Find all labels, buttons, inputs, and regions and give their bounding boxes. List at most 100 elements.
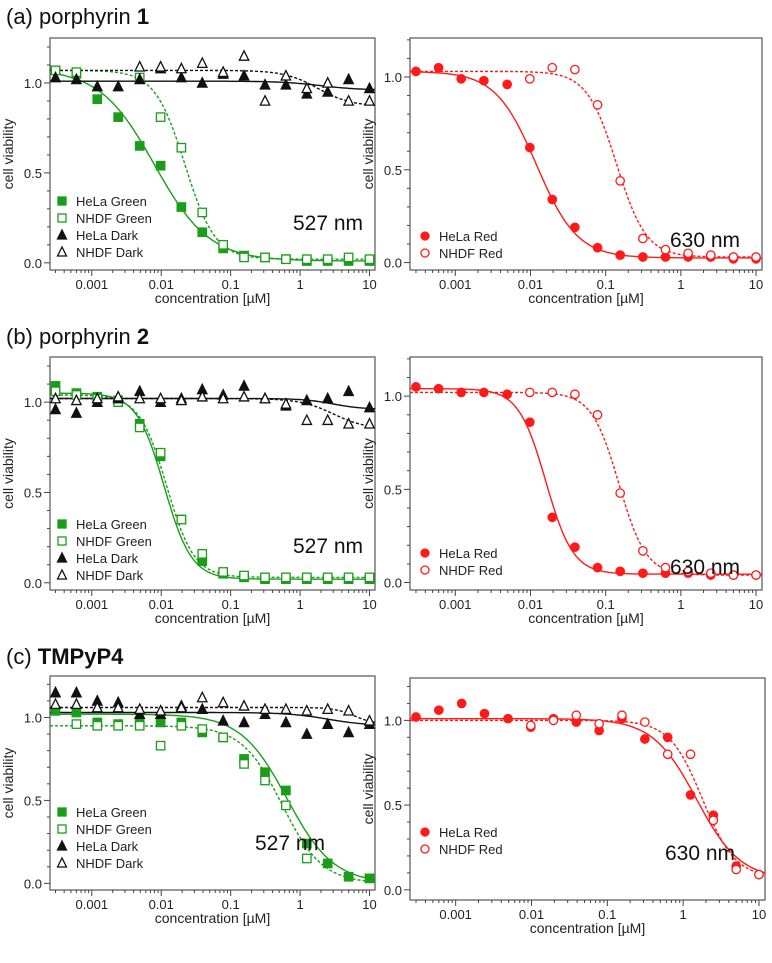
- data-point-nhdf-dark: [50, 391, 62, 404]
- data-point-nhdf-dark: [196, 56, 209, 69]
- data-point-hela-red: [547, 512, 558, 523]
- x-axis-label: concentration [µM]: [155, 910, 270, 926]
- x-tick-label: 0.001: [439, 277, 472, 292]
- fit-curve-hela-green: [50, 72, 375, 262]
- data-point-nhdf-green: [155, 447, 166, 458]
- fit-curve-hela-dark: [50, 80, 375, 91]
- y-tick-label: 0.5: [384, 798, 402, 813]
- data-point-nhdf-green: [176, 720, 187, 731]
- data-point-hela-green: [134, 141, 145, 151]
- x-tick-label: 10: [362, 597, 376, 612]
- data-point-nhdf-dark: [280, 69, 292, 81]
- y-axis-label: cell viability: [360, 754, 376, 825]
- data-point-hela-dark: [91, 79, 104, 92]
- data-point-nhdf-dark: [70, 697, 83, 710]
- data-point-nhdf-red: [751, 570, 761, 580]
- data-point-hela-dark: [70, 685, 83, 698]
- y-tick-label: 1.0: [384, 713, 402, 728]
- data-point-hela-dark: [363, 81, 375, 94]
- data-point-hela-red: [456, 73, 467, 84]
- data-point-nhdf-red: [592, 409, 603, 420]
- data-point-hela-dark: [196, 702, 209, 715]
- data-point-nhdf-red: [525, 720, 536, 731]
- fit-curve-nhdf-dark: [50, 706, 375, 723]
- plot-frame: [49, 356, 376, 591]
- y-axis-label: cell viability: [0, 438, 16, 509]
- data-point-nhdf-green: [218, 239, 229, 250]
- legend-marker: [57, 213, 67, 223]
- data-point-hela-green: [71, 707, 82, 718]
- x-tick-label: 0.01: [149, 277, 174, 292]
- data-point-hela-dark: [301, 727, 313, 739]
- data-point-nhdf-red: [660, 244, 671, 255]
- data-point-hela-red: [524, 142, 535, 153]
- data-point-nhdf-red: [524, 387, 535, 398]
- y-tick-label: 0.0: [384, 883, 402, 898]
- data-point-nhdf-red: [751, 252, 761, 262]
- x-tick-label: 0.01: [519, 907, 544, 922]
- data-point-nhdf-dark: [217, 65, 229, 78]
- legend-marker: [420, 548, 430, 558]
- fit-curve-hela-red: [410, 71, 762, 259]
- fit-curve-nhdf-green: [50, 394, 375, 579]
- data-point-nhdf-dark: [154, 391, 167, 404]
- legend-label: NHDF Dark: [76, 245, 144, 260]
- x-tick-label: 10: [749, 597, 763, 612]
- data-point-hela-dark: [50, 685, 62, 698]
- y-tick-label: 0.0: [24, 876, 42, 891]
- y-axis-label: cell viability: [0, 119, 16, 190]
- data-point-hela-red: [433, 383, 444, 394]
- data-point-nhdf-red: [617, 710, 627, 721]
- x-tick-label: 0.1: [222, 277, 240, 292]
- data-point-hela-red: [503, 713, 513, 724]
- legend-marker: [57, 824, 67, 834]
- legend-label: NHDF Green: [76, 822, 152, 837]
- data-point-hela-dark: [301, 87, 313, 99]
- chart-panel-2: 0.001 0.01 0.1 1 10 concentration [µM] 0.0 0.5 1…: [0, 356, 377, 626]
- x-axis-label: concentration [µM]: [528, 290, 643, 306]
- x-tick-label: 0.001: [76, 897, 109, 912]
- legend-label: NHDF Dark: [76, 568, 144, 583]
- data-point-nhdf-green: [260, 252, 270, 263]
- data-point-hela-green: [113, 112, 124, 122]
- data-point-hela-red: [479, 708, 490, 719]
- data-point-hela-red: [640, 734, 650, 744]
- data-point-hela-dark: [342, 725, 355, 738]
- x-tick-label: 1: [680, 907, 687, 922]
- data-point-hela-dark: [280, 78, 292, 90]
- wavelength-label: 630 nm: [670, 556, 740, 579]
- data-point-hela-red: [433, 62, 444, 73]
- legend-marker: [56, 568, 68, 580]
- data-point-hela-red: [524, 417, 535, 428]
- data-point-nhdf-dark: [154, 704, 167, 716]
- data-point-nhdf-red: [754, 869, 764, 880]
- data-point-hela-red: [638, 252, 648, 262]
- data-point-nhdf-dark: [363, 417, 375, 429]
- x-tick-label: 1: [296, 597, 303, 612]
- y-tick-label: 1.0: [384, 70, 402, 85]
- y-axis-label: cell viability: [0, 748, 16, 819]
- y-tick-label: 0.5: [24, 793, 42, 808]
- x-tick-label: 1: [677, 277, 684, 292]
- data-point-hela-green: [155, 160, 166, 171]
- data-point-hela-green: [343, 871, 354, 882]
- legend-marker: [420, 827, 430, 837]
- data-point-nhdf-green: [197, 207, 208, 218]
- x-tick-label: 0.1: [222, 597, 240, 612]
- data-point-nhdf-green: [343, 252, 354, 263]
- plot-area: [410, 62, 762, 264]
- data-point-nhdf-dark: [50, 697, 62, 710]
- data-point-nhdf-green: [239, 759, 249, 769]
- legend: HeLa Green NHDF Green HeLa Dark NHDF Dark: [56, 194, 152, 260]
- data-point-nhdf-dark: [342, 94, 355, 106]
- data-point-hela-red: [592, 562, 603, 573]
- data-point-nhdf-dark: [363, 94, 375, 106]
- plot-frame: [49, 37, 376, 271]
- x-tick-label: 0.01: [149, 597, 174, 612]
- legend-marker: [57, 196, 67, 206]
- data-point-nhdf-red: [524, 73, 535, 84]
- data-point-nhdf-dark: [133, 391, 146, 404]
- plot-frame: [49, 675, 376, 891]
- legend-label: HeLa Dark: [76, 839, 139, 854]
